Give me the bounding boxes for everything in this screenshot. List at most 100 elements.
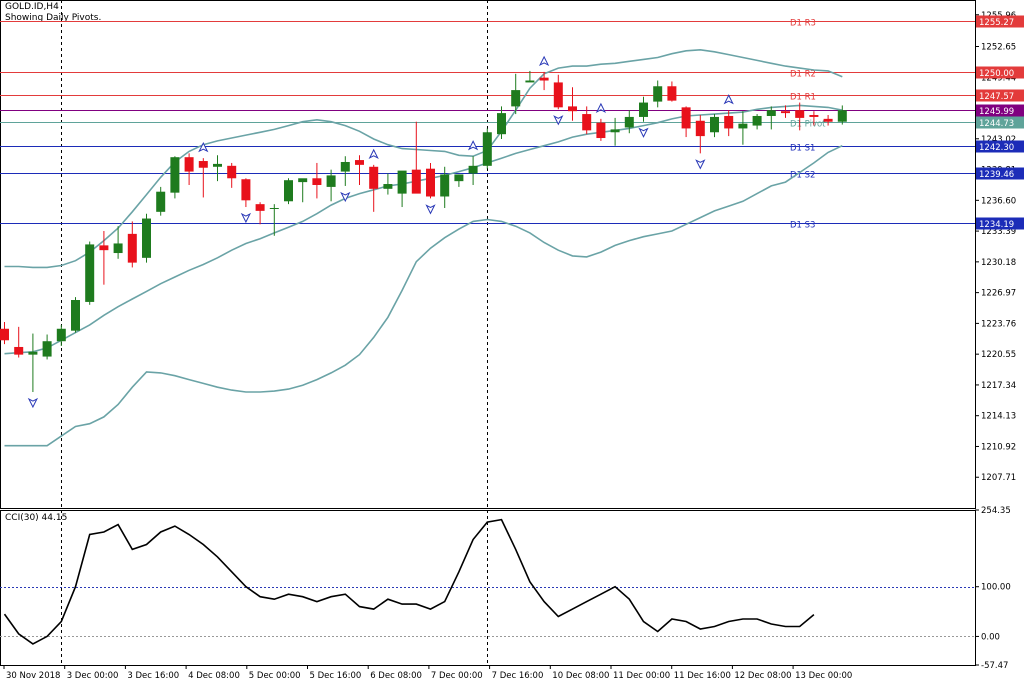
candle-body bbox=[781, 111, 790, 114]
price-axis-label: 1252.65 bbox=[981, 42, 1016, 52]
pivot-price-tag-label: 1255.27 bbox=[979, 18, 1014, 28]
pivot-price-tag-label: 1234.19 bbox=[979, 220, 1014, 230]
candle-body bbox=[241, 179, 251, 201]
candle-body bbox=[681, 107, 691, 129]
pivot-price-tag-label: 1242.30 bbox=[979, 143, 1014, 153]
cci-axis-label: -57.47 bbox=[981, 661, 1008, 671]
candle-body bbox=[14, 346, 24, 355]
candle-body bbox=[738, 123, 748, 129]
cci-axis-label: 100.00 bbox=[981, 583, 1011, 593]
price-axis-label: 1226.97 bbox=[981, 289, 1016, 299]
fractal-down-arrow bbox=[695, 159, 706, 170]
time-axis-label: 6 Dec 08:00 bbox=[370, 671, 422, 681]
candle-body bbox=[28, 351, 38, 355]
fractal-up-arrow bbox=[723, 94, 734, 105]
candle-body bbox=[497, 113, 506, 135]
candle-body bbox=[539, 77, 549, 81]
candle-body bbox=[198, 161, 208, 168]
cci-line bbox=[3, 518, 815, 645]
pivot-price-tag bbox=[976, 66, 1024, 79]
candle-body bbox=[482, 132, 492, 166]
current-price-tag bbox=[976, 104, 1024, 117]
cci-axis-label: 0.00 bbox=[981, 632, 1000, 642]
candle-body bbox=[582, 114, 592, 131]
candle-body bbox=[610, 129, 620, 133]
candle-body bbox=[99, 245, 109, 251]
time-axis-label: 4 Dec 08:00 bbox=[188, 671, 240, 681]
candle-body bbox=[326, 175, 336, 187]
chart-symbol-title: GOLD.ID,H4 bbox=[5, 2, 59, 12]
chart-subtitle: Showing Daily Pivots. bbox=[5, 13, 102, 23]
time-axis-label: 12 Dec 08:00 bbox=[734, 671, 791, 681]
candle-body bbox=[170, 157, 180, 193]
candle-body bbox=[312, 178, 322, 185]
price-axis-label: 1217.34 bbox=[981, 381, 1016, 391]
time-axis-label: 30 Nov 2018 bbox=[6, 671, 60, 681]
candle-body bbox=[298, 178, 308, 183]
price-axis-label: 1207.71 bbox=[981, 473, 1016, 483]
candle-body bbox=[127, 233, 137, 263]
time-axis-label: 7 Dec 00:00 bbox=[431, 671, 483, 681]
time-axis-label: 13 Dec 00:00 bbox=[795, 671, 852, 681]
cci-axis-label: 254.35 bbox=[981, 506, 1011, 516]
fractal-up-arrow bbox=[467, 140, 479, 151]
price-axis-label: 1223.76 bbox=[981, 319, 1016, 329]
fractal-up-arrow bbox=[198, 142, 209, 153]
time-axis-label: 10 Dec 08:00 bbox=[552, 671, 609, 681]
candle-body bbox=[667, 86, 677, 101]
price-axis-label: 1220.55 bbox=[981, 350, 1016, 360]
fractal-down-arrow bbox=[240, 212, 252, 224]
pivot-price-tag bbox=[976, 15, 1024, 28]
candle-body bbox=[0, 328, 9, 341]
time-axis-label: 7 Dec 16:00 bbox=[492, 671, 544, 681]
pivot-price-tag bbox=[976, 167, 1024, 180]
candle-body bbox=[227, 165, 237, 179]
pivot-line-label: D1 R3 bbox=[790, 19, 816, 29]
price-axis-label: 1214.13 bbox=[981, 412, 1016, 422]
pivot-price-tag bbox=[976, 89, 1024, 102]
candle-body bbox=[71, 300, 80, 331]
candle-body bbox=[284, 180, 293, 202]
candle-body bbox=[411, 169, 421, 194]
time-axis-label: 5 Dec 00:00 bbox=[249, 671, 301, 681]
candle-body bbox=[56, 328, 66, 342]
price-axis-label: 1233.39 bbox=[981, 227, 1016, 237]
fractal-down-arrow bbox=[638, 127, 649, 138]
fractal-down-arrow bbox=[553, 115, 564, 126]
pivot-line-label: D1 S1 bbox=[790, 144, 815, 154]
candle-body bbox=[639, 102, 648, 117]
candle-body bbox=[511, 90, 521, 107]
candle-body bbox=[113, 243, 123, 254]
candle-body bbox=[355, 160, 364, 165]
candle-body bbox=[468, 165, 478, 174]
pivot-line-label: D1 R1 bbox=[790, 93, 816, 103]
candle-body bbox=[596, 122, 606, 139]
time-axis-label: 5 Dec 16:00 bbox=[310, 671, 362, 681]
candle-body bbox=[795, 110, 805, 118]
candle-body bbox=[383, 184, 393, 189]
candle-body bbox=[85, 244, 95, 302]
candle-body bbox=[766, 110, 776, 116]
time-axis-label: 11 Dec 00:00 bbox=[613, 671, 670, 681]
candle-body bbox=[440, 174, 450, 197]
fractal-down-arrow bbox=[425, 204, 436, 215]
time-axis-label: 11 Dec 16:00 bbox=[674, 671, 731, 681]
fractal-up-arrow bbox=[368, 148, 379, 159]
candle-body bbox=[426, 168, 435, 197]
price-axis-label: 1210.92 bbox=[981, 442, 1016, 452]
current-price-label: 1245.99 bbox=[979, 107, 1014, 117]
fractal-down-arrow bbox=[27, 397, 39, 409]
candle-body bbox=[624, 116, 634, 128]
pivot-line-label: D1 S3 bbox=[790, 221, 815, 231]
candle-body bbox=[184, 157, 194, 172]
pivot-line-label: D1 Pivot bbox=[790, 120, 826, 130]
fractal-down-arrow bbox=[340, 191, 351, 203]
candle-body bbox=[269, 207, 279, 209]
pivot-price-tag-label: 1250.00 bbox=[979, 69, 1014, 79]
pivot-line-label: D1 S2 bbox=[790, 171, 815, 181]
pivot-price-tag bbox=[976, 116, 1024, 129]
candle-body bbox=[809, 115, 819, 117]
candle-body bbox=[553, 82, 563, 108]
candle-body bbox=[397, 170, 407, 194]
